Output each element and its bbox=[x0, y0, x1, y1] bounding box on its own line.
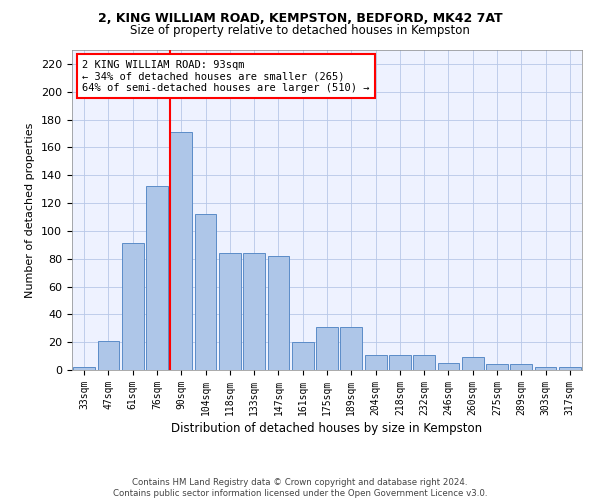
Bar bbox=[73, 367, 95, 370]
Text: 2 KING WILLIAM ROAD: 93sqm
← 34% of detached houses are smaller (265)
64% of sem: 2 KING WILLIAM ROAD: 93sqm ← 34% of deta… bbox=[82, 60, 370, 93]
Bar bbox=[535, 367, 556, 370]
Bar bbox=[365, 354, 386, 370]
Bar bbox=[194, 214, 217, 370]
Bar bbox=[292, 342, 314, 370]
Bar bbox=[389, 354, 411, 370]
Bar bbox=[122, 244, 143, 370]
Bar bbox=[170, 132, 192, 370]
Bar bbox=[146, 186, 168, 370]
Y-axis label: Number of detached properties: Number of detached properties bbox=[25, 122, 35, 298]
Bar bbox=[486, 364, 508, 370]
Bar bbox=[462, 358, 484, 370]
Bar bbox=[219, 253, 241, 370]
X-axis label: Distribution of detached houses by size in Kempston: Distribution of detached houses by size … bbox=[172, 422, 482, 435]
Bar bbox=[413, 354, 435, 370]
Text: Contains HM Land Registry data © Crown copyright and database right 2024.
Contai: Contains HM Land Registry data © Crown c… bbox=[113, 478, 487, 498]
Bar bbox=[97, 341, 119, 370]
Bar bbox=[268, 256, 289, 370]
Bar bbox=[316, 327, 338, 370]
Text: 2, KING WILLIAM ROAD, KEMPSTON, BEDFORD, MK42 7AT: 2, KING WILLIAM ROAD, KEMPSTON, BEDFORD,… bbox=[98, 12, 502, 26]
Bar bbox=[340, 327, 362, 370]
Bar bbox=[437, 363, 460, 370]
Bar bbox=[559, 367, 581, 370]
Bar bbox=[243, 253, 265, 370]
Text: Size of property relative to detached houses in Kempston: Size of property relative to detached ho… bbox=[130, 24, 470, 37]
Bar bbox=[511, 364, 532, 370]
